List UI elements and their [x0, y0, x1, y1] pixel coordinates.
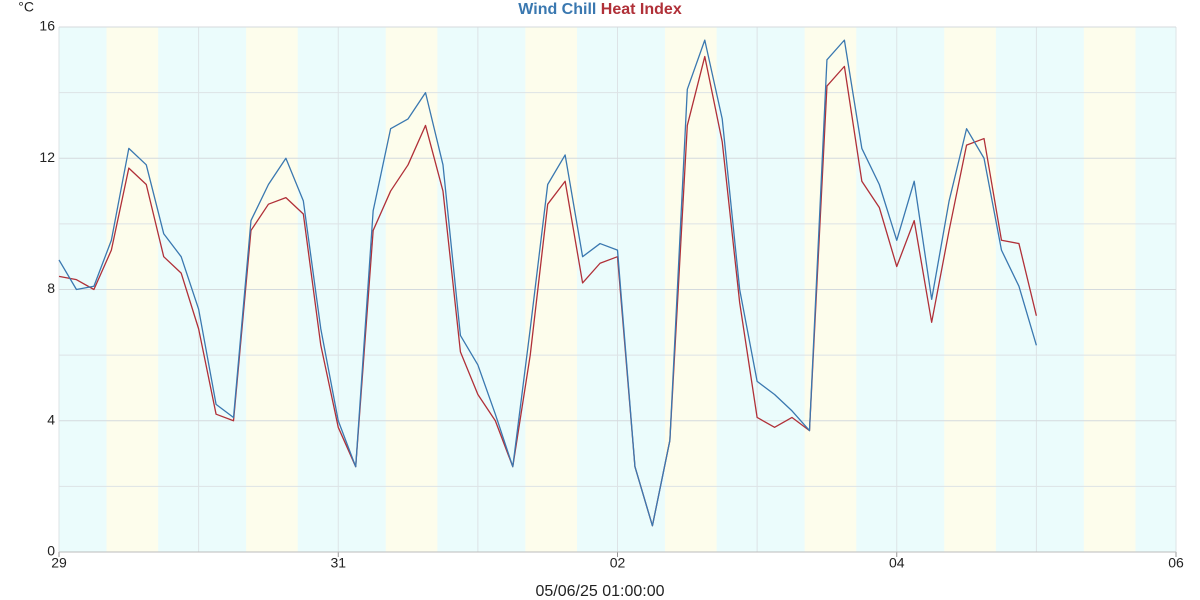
x-tick-label: 29 — [51, 555, 67, 571]
series-line — [58, 39, 1038, 527]
y-tick-label: 0 — [47, 543, 55, 559]
y-tick-label: 16 — [39, 18, 55, 34]
legend: Wind Chill Heat Index — [518, 1, 682, 18]
y-tick-label: 12 — [39, 149, 55, 165]
series-line — [58, 55, 1038, 527]
y-tick-label: 8 — [47, 280, 55, 296]
legend-entry: Heat Index — [601, 1, 682, 18]
y-axis-unit: °C — [18, 0, 34, 15]
y-tick-label: 4 — [47, 411, 55, 427]
legend-entry: Wind Chill — [518, 1, 596, 18]
x-tick-label: 06 — [1168, 555, 1184, 571]
footer-timestamp: 05/06/25 01:00:00 — [535, 583, 664, 600]
x-tick-label: 04 — [889, 555, 905, 571]
x-tick-label: 31 — [330, 555, 346, 571]
x-tick-label: 02 — [610, 555, 626, 571]
